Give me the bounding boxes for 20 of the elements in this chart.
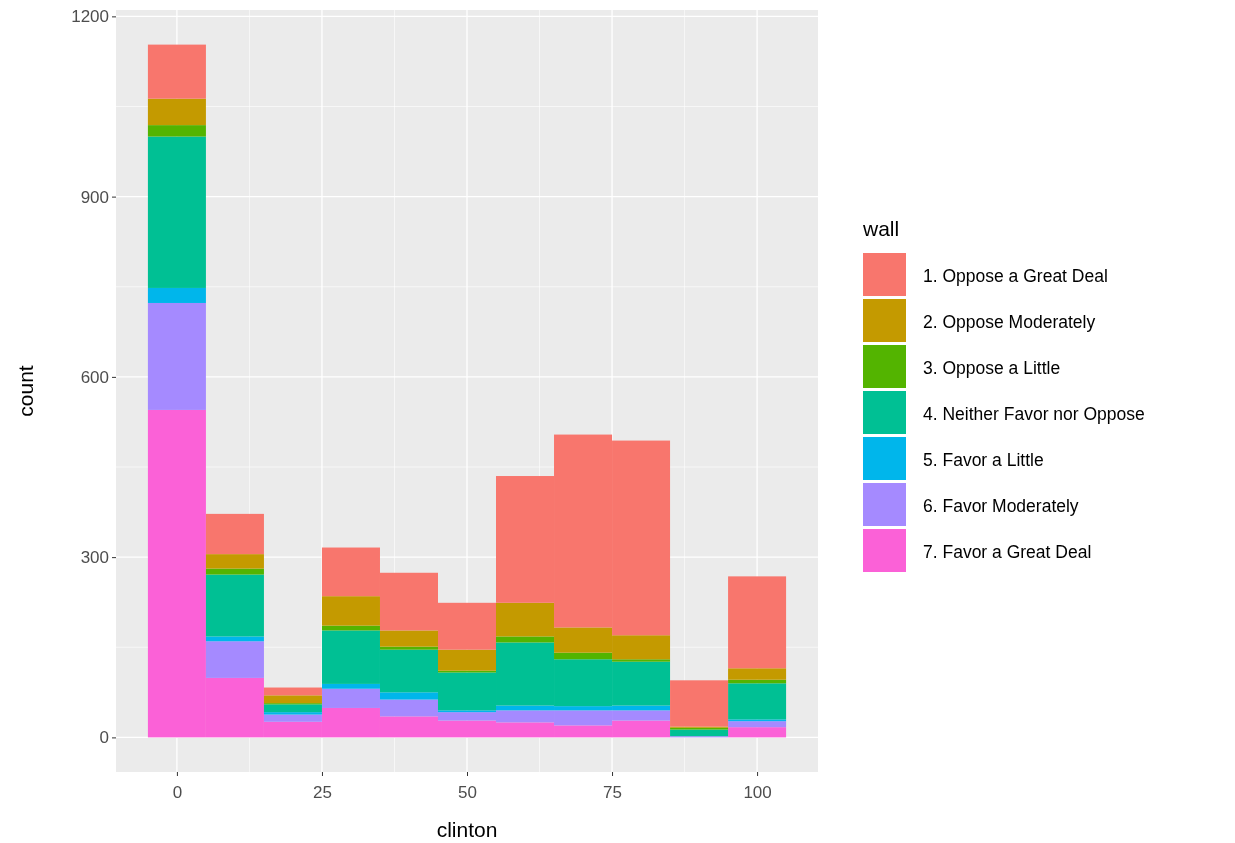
y-tick-label: 0 [99, 728, 109, 748]
x-tick-label: 100 [743, 782, 772, 802]
text: 3. Oppose a Little [923, 358, 1061, 378]
text: 4. Neither Favor nor Oppose [923, 404, 1145, 424]
legend-title: wall [862, 217, 900, 240]
x-tick-label: 50 [458, 782, 477, 802]
x-tick-label: 75 [603, 782, 622, 802]
y-tick-label: 300 [80, 548, 109, 568]
x-tick-label: 0 [172, 782, 183, 802]
y-tick-label: 600 [80, 367, 109, 387]
y-axis-title: count [14, 365, 37, 417]
text: 1. Oppose a Great Deal [923, 266, 1108, 286]
text: 5. Favor a Little [923, 450, 1044, 470]
x-axis-title: clinton [436, 818, 498, 841]
y-tick-label: 900 [80, 187, 109, 207]
y-tick-label: 1200 [71, 7, 109, 27]
text: 2. Oppose Moderately [923, 312, 1096, 332]
x-tick-label: 25 [313, 782, 332, 802]
text: 7. Favor a Great Deal [923, 542, 1092, 562]
text: 6. Favor Moderately [923, 496, 1079, 516]
